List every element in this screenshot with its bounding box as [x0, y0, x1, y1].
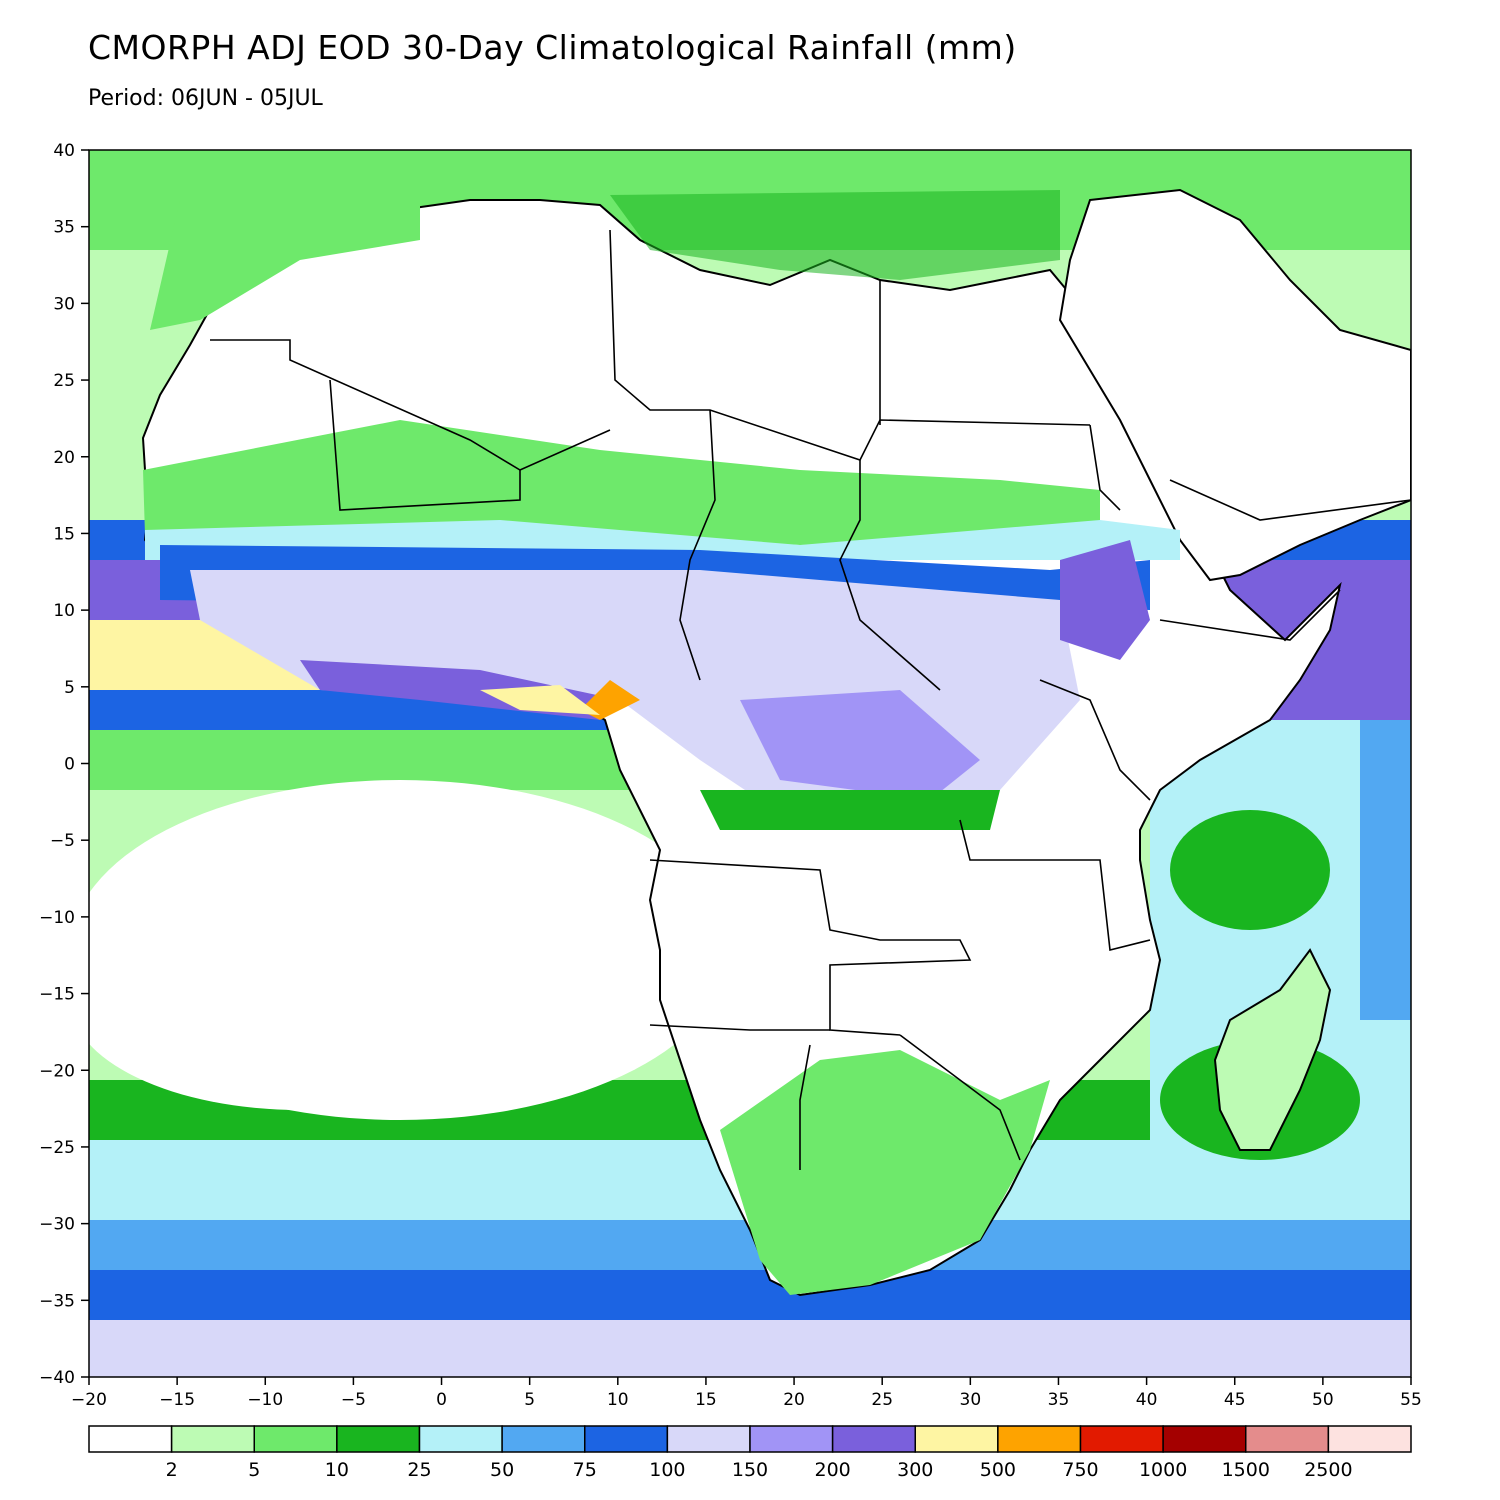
lat-tick-label: −35: [39, 1291, 75, 1311]
map-title: CMORPH ADJ EOD 30-Day Climatological Rai…: [88, 28, 1017, 67]
lon-tick-label: 0: [436, 1390, 447, 1410]
colorbar-label: 150: [732, 1459, 768, 1481]
colorbar-swatch: [170, 1425, 255, 1453]
map-plot-area: [89, 150, 1411, 1377]
lon-tick-label: 40: [1136, 1390, 1158, 1410]
colorbar-swatch: [1079, 1425, 1164, 1453]
arabia-landmass: [1058, 188, 1411, 582]
lat-tick-label: −40: [39, 1368, 75, 1388]
colorbar-label: 5: [248, 1459, 260, 1481]
colorbar-label: 75: [573, 1459, 597, 1481]
colorbar-label: 2: [166, 1459, 178, 1481]
lat-tick-label: −15: [39, 985, 75, 1005]
colorbar-swatch: [336, 1425, 421, 1453]
lon-tick-label: −15: [159, 1390, 195, 1410]
lon-tick-label: 20: [783, 1390, 805, 1410]
colorbar-swatch: [1162, 1425, 1247, 1453]
lon-tick-label: 5: [524, 1390, 535, 1410]
colorbar-label: 10: [325, 1459, 349, 1481]
colorbar-swatch: [584, 1425, 669, 1453]
rainfall-colorbar: 2 5 10 25 50 75 100 150 200 300 500 750 1000 1500 2500: [88, 1425, 1412, 1481]
lon-tick-label: −20: [71, 1390, 107, 1410]
lat-tick-label: 25: [53, 371, 75, 391]
colorbar-swatch: [418, 1425, 503, 1453]
colorbar-label: 1500: [1222, 1459, 1270, 1481]
lat-tick-label: −5: [50, 831, 75, 851]
lat-tick-label: 0: [64, 755, 75, 775]
colorbar-label: 2500: [1304, 1459, 1352, 1481]
colorbar-label: 200: [814, 1459, 850, 1481]
colorbar-swatch: [88, 1425, 173, 1453]
lon-tick-label: 15: [695, 1390, 717, 1410]
lon-tick-label: 10: [607, 1390, 629, 1410]
colorbar-swatch: [253, 1425, 338, 1453]
lat-tick-label: −20: [39, 1061, 75, 1081]
lat-tick-label: −10: [39, 908, 75, 928]
lon-tick-label: 55: [1400, 1390, 1422, 1410]
lat-tick-label: −25: [39, 1138, 75, 1158]
lon-tick-label: −10: [247, 1390, 283, 1410]
colorbar-label: 300: [897, 1459, 933, 1481]
lon-tick-label: 30: [960, 1390, 982, 1410]
colorbar-label: 50: [490, 1459, 514, 1481]
madagascar-landmass: [1213, 948, 1332, 1151]
lon-tick-label: −5: [341, 1390, 366, 1410]
lon-tick-label: 45: [1224, 1390, 1246, 1410]
lat-tick-label: 15: [53, 524, 75, 544]
country-borders: [210, 229, 1411, 1170]
colorbar-label: 1000: [1139, 1459, 1187, 1481]
period-subtitle: Period: 06JUN - 05JUL: [88, 86, 323, 111]
lat-tick-label: −30: [39, 1215, 75, 1235]
colorbar-swatch: [997, 1425, 1082, 1453]
colorbar-label: 100: [649, 1459, 685, 1481]
lon-tick-label: 35: [1048, 1390, 1070, 1410]
colorbar-swatch: [1327, 1425, 1412, 1453]
colorbar-swatch: [831, 1425, 916, 1453]
lat-tick-label: 40: [53, 141, 75, 161]
colorbar-label: 500: [980, 1459, 1016, 1481]
colorbar-swatch: [1245, 1425, 1330, 1453]
colorbar-swatch: [501, 1425, 586, 1453]
latitude-axis: 40 35 30 25 20 15 10 5 0 −5 −10 −15 −20 −25 −30 −35 −40: [39, 141, 89, 1388]
lat-tick-label: 35: [53, 218, 75, 238]
lon-tick-label: 25: [871, 1390, 893, 1410]
colorbar-label: 25: [407, 1459, 431, 1481]
colorbar-swatch: [666, 1425, 751, 1453]
lat-tick-label: 5: [64, 678, 75, 698]
lat-tick-label: 20: [53, 448, 75, 468]
longitude-axis: −20 −15 −10 −5 0 5 10 15 20 25 30 35 40 45 50 55: [71, 1377, 1422, 1410]
lat-tick-label: 30: [53, 294, 75, 314]
colorbar-swatch: [914, 1425, 999, 1453]
lat-tick-label: 10: [53, 601, 75, 621]
colorbar-swatch: [749, 1425, 834, 1453]
colorbar-label: 750: [1062, 1459, 1098, 1481]
lon-tick-label: 50: [1312, 1390, 1334, 1410]
